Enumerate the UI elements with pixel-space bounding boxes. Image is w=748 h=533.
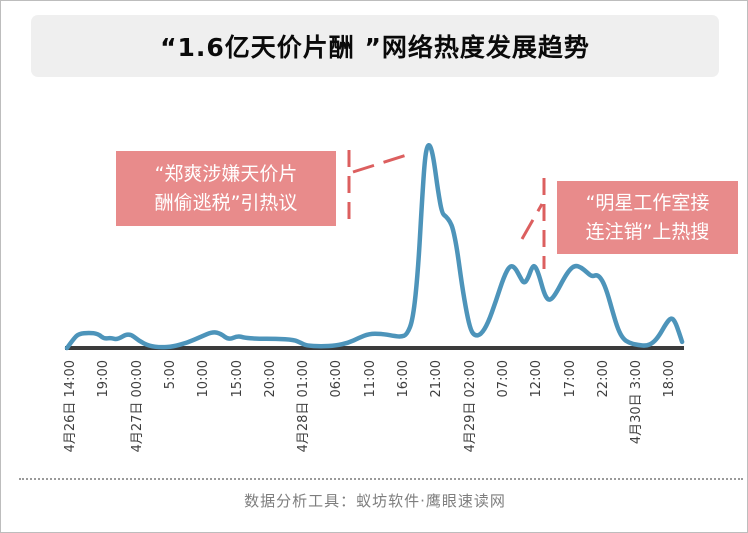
annotation-dash-left-diagonal bbox=[352, 152, 411, 174]
annotation-box-studio: “明星工作室接 连注销”上热搜 bbox=[557, 181, 738, 254]
annotation-dash-right-diagonal bbox=[520, 203, 544, 240]
annotation-text-line: “明星工作室接 bbox=[585, 191, 710, 214]
annotation-text-line: “郑爽涉嫌天价片 bbox=[154, 162, 298, 185]
page-title: “1.6亿天价片酬 ”网络热度发展趋势 bbox=[160, 33, 590, 62]
annotation-box-zhengshuang: “郑爽涉嫌天价片 酬偷逃税”引热议 bbox=[116, 151, 336, 226]
title-banner: “1.6亿天价片酬 ”网络热度发展趋势 bbox=[31, 15, 719, 77]
footer-credit: 数据分析工具：蚁坊软件·鹰眼速读网 bbox=[244, 492, 506, 510]
trend-line bbox=[64, 142, 685, 351]
annotation-text-line: 酬偷逃税”引热议 bbox=[154, 191, 298, 214]
dotted-separator bbox=[19, 478, 743, 480]
annotation-text-line: 连注销”上热搜 bbox=[585, 220, 710, 243]
